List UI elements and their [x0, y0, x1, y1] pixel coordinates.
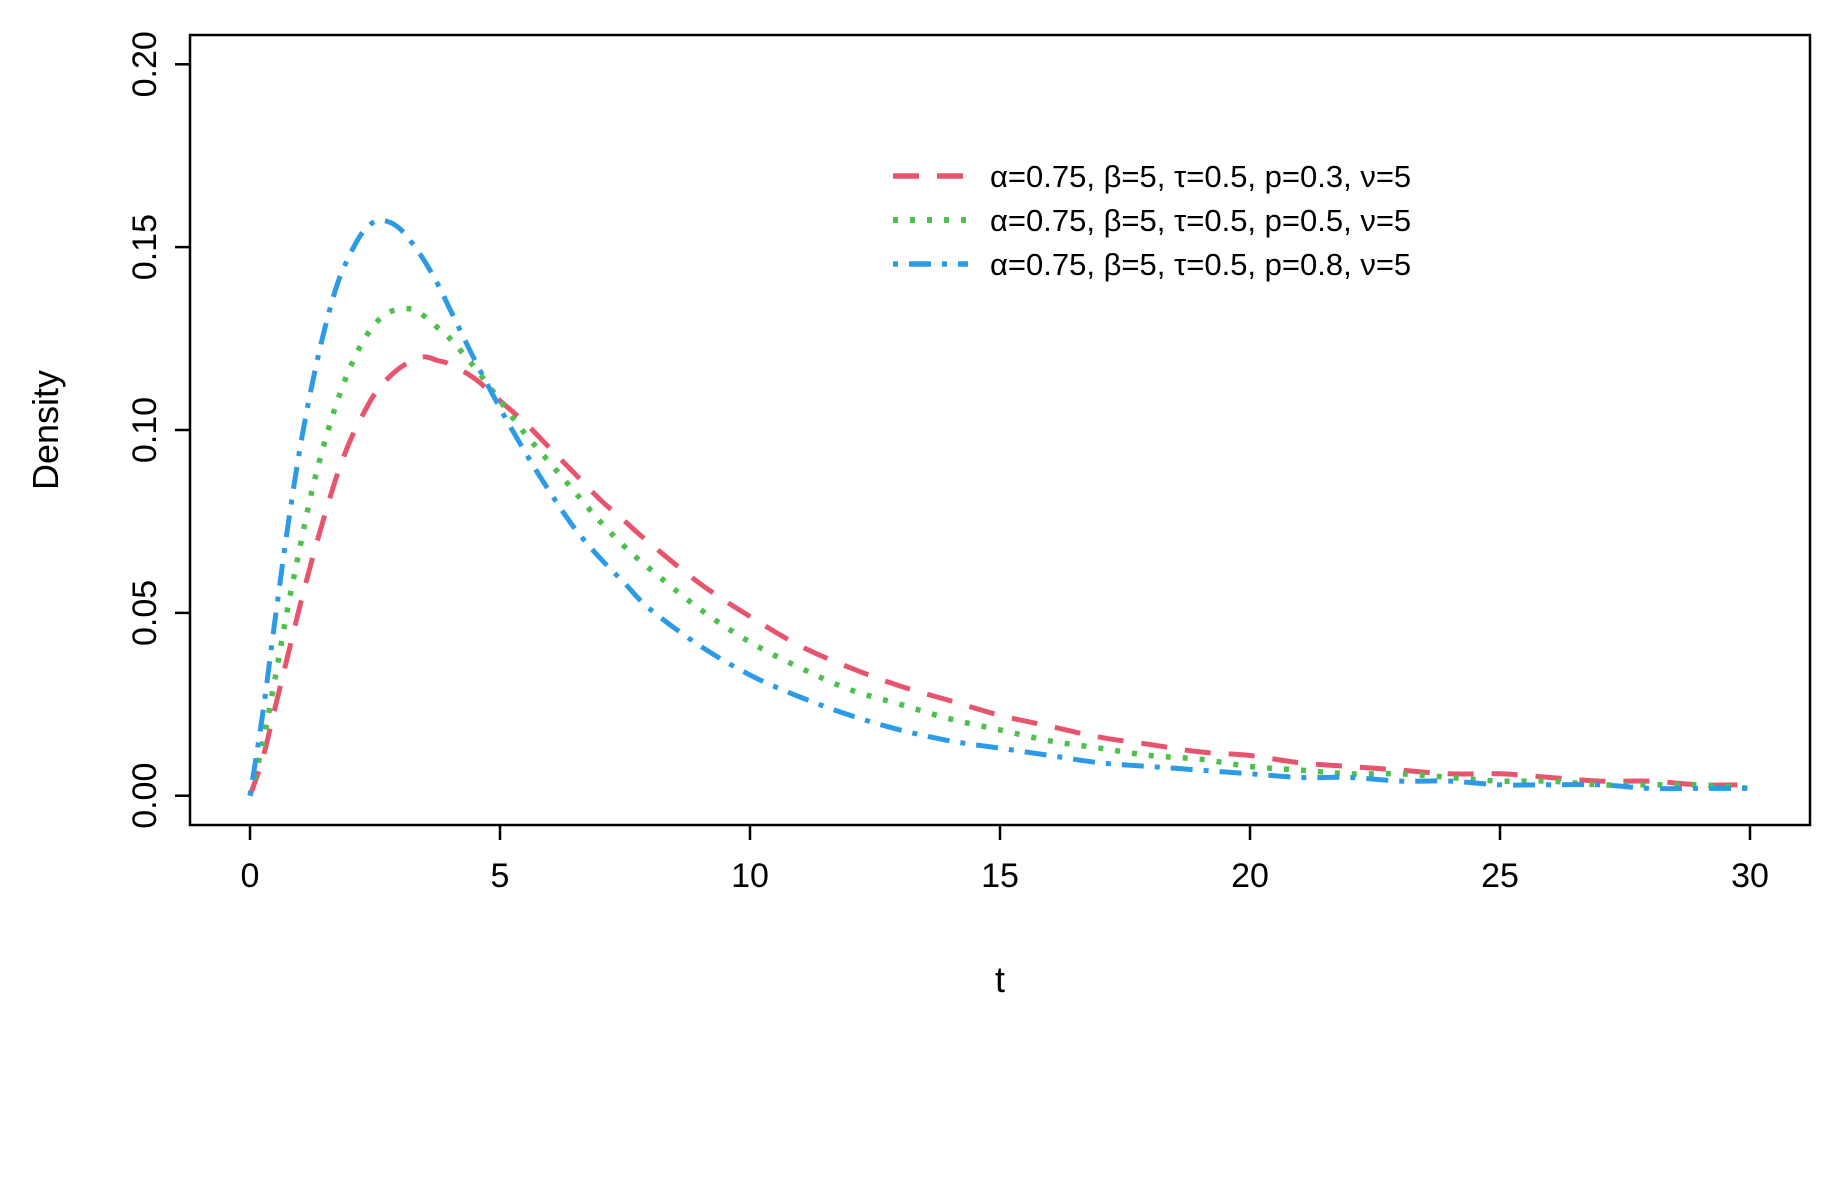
curve-series-1: [247, 305, 1751, 797]
legend-label-1: α=0.75, β=5, τ=0.5, p=0.5, ν=5: [990, 203, 1411, 238]
y-tick-label: 0.15: [126, 214, 164, 280]
curve-series-0: [247, 354, 1751, 797]
x-tick-label: 15: [981, 857, 1019, 895]
y-tick-label: 0.00: [126, 763, 164, 829]
x-tick-label: 30: [1731, 857, 1769, 895]
y-tick-label: 0.10: [126, 397, 164, 463]
curve-series-2: [247, 217, 1750, 797]
y-axis-label: Density: [25, 370, 66, 490]
x-axis-label: t: [995, 959, 1005, 1000]
legend-label-0: α=0.75, β=5, τ=0.5, p=0.3, ν=5: [990, 159, 1411, 194]
x-tick-label: 5: [491, 857, 510, 895]
x-tick-label: 20: [1231, 857, 1269, 895]
y-tick-label: 0.05: [126, 580, 164, 646]
plot-border: [188, 33, 1812, 827]
chart-content: 0 5 10 15 20 25 30 0.00 0.05 0.10 0.15 0.20 α=0.75, …: [126, 31, 1769, 895]
x-tick-label: 25: [1481, 857, 1519, 895]
x-tick-label: 0: [241, 857, 260, 895]
legend-label-2: α=0.75, β=5, τ=0.5, p=0.8, ν=5: [990, 247, 1411, 282]
y-tick-label: 0.20: [126, 31, 164, 97]
x-tick-label: 10: [731, 857, 769, 895]
